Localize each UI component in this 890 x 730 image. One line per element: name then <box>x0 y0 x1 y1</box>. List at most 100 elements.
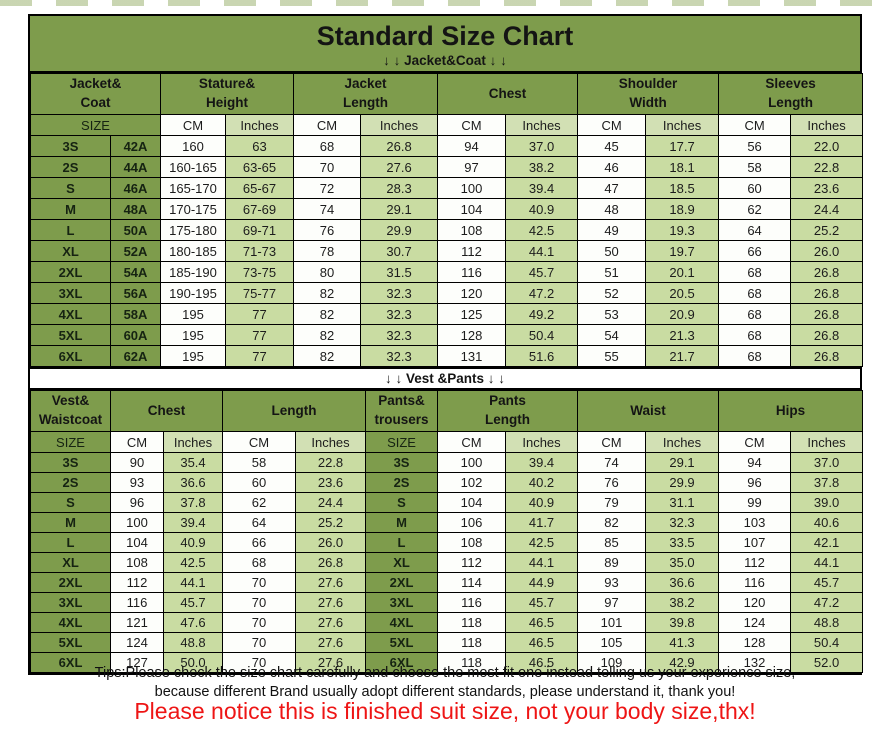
jacket-coat-banner: ↓ ↓ Jacket&Coat ↓ ↓ <box>383 53 507 69</box>
value-cell: 78 <box>293 240 362 263</box>
value-cell: 39.0 <box>790 492 864 514</box>
value-cell: 29.9 <box>645 472 720 494</box>
value-cell: 29.1 <box>360 198 439 221</box>
value-cell: 21.7 <box>645 345 720 368</box>
size-header: SIZE <box>365 431 439 454</box>
value-cell: 33.5 <box>645 532 720 554</box>
size-cell: S <box>30 492 111 514</box>
value-cell: 96 <box>718 472 792 494</box>
value-cell: 27.6 <box>295 652 367 674</box>
vest-group-header-row: Vest& Waistcoat Chest Length Pants& trou… <box>30 390 864 433</box>
value-cell: 20.9 <box>645 303 720 326</box>
size-cell: 3XL <box>30 592 111 614</box>
value-cell: 52.0 <box>790 652 864 674</box>
inches-header: Inches <box>225 114 295 137</box>
size-cell: 44A <box>109 156 162 179</box>
cm-header: CM <box>437 114 507 137</box>
value-cell: 106 <box>437 512 507 534</box>
value-cell: 26.8 <box>790 261 864 284</box>
value-cell: 70 <box>222 592 297 614</box>
value-cell: 21.3 <box>645 324 720 347</box>
value-cell: 70 <box>222 612 297 634</box>
value-cell: 40.6 <box>790 512 864 534</box>
value-cell: 45 <box>577 135 647 158</box>
value-cell: 66 <box>718 240 792 263</box>
size-row: 3S 42A 160 63 68 26.8 94 37.0 45 17.7 56 22.0 <box>30 135 864 158</box>
size-row: 6XL 62A 195 77 82 32.3 131 51.6 55 21.7 68 26.8 <box>30 345 864 368</box>
value-cell: 100 <box>110 512 164 534</box>
value-cell: 20.5 <box>645 282 720 305</box>
value-cell: 68 <box>718 261 792 284</box>
size-cell: S <box>365 492 439 514</box>
inches-header: Inches <box>645 431 720 454</box>
value-cell: 26.8 <box>790 324 864 347</box>
jacket-coat-table: Jacket& Coat Stature& Height Jacket Leng… <box>29 73 864 368</box>
value-cell: 104 <box>437 198 507 221</box>
size-cell: 56A <box>109 282 162 305</box>
size-row: 3XL 56A 190-195 75-77 82 32.3 120 47.2 52 20.5 68 2… <box>30 282 864 305</box>
value-cell: 40.9 <box>505 198 579 221</box>
value-cell: 24.4 <box>295 492 367 514</box>
column-group-length: Length <box>222 390 367 433</box>
value-cell: 17.7 <box>645 135 720 158</box>
size-header: SIZE <box>30 431 111 454</box>
size-row: 3S 90 35.4 58 22.8 3S 100 39.4 74 29.1 94 37.0 <box>30 452 864 474</box>
size-row: L 50A 175-180 69-71 76 29.9 108 42.5 49 19.3 64 25.… <box>30 219 864 242</box>
size-row: 4XL 58A 195 77 82 32.3 125 49.2 53 20.9 68 26.8 <box>30 303 864 326</box>
value-cell: 51 <box>577 261 647 284</box>
value-cell: 42.1 <box>790 532 864 554</box>
size-cell: S <box>30 177 111 200</box>
column-group-vest-waistcoat: Vest& Waistcoat <box>30 390 111 433</box>
size-cell: M <box>365 512 439 534</box>
value-cell: 37.0 <box>505 135 579 158</box>
column-group-sleeves-length: Sleeves Length <box>718 73 864 116</box>
size-cell: 6XL <box>365 652 439 674</box>
size-cell: XL <box>30 240 111 263</box>
value-cell: 22.8 <box>295 452 367 474</box>
value-cell: 71-73 <box>225 240 295 263</box>
inches-header: Inches <box>505 114 579 137</box>
value-cell: 89 <box>577 552 647 574</box>
value-cell: 45.7 <box>505 261 579 284</box>
value-cell: 108 <box>437 532 507 554</box>
size-row: 2XL 112 44.1 70 27.6 2XL 114 44.9 93 36.6 116 45.7 <box>30 572 864 594</box>
value-cell: 175-180 <box>160 219 227 242</box>
value-cell: 18.5 <box>645 177 720 200</box>
value-cell: 160-165 <box>160 156 227 179</box>
size-cell: 3S <box>365 452 439 474</box>
value-cell: 80 <box>293 261 362 284</box>
value-cell: 42.5 <box>162 552 224 574</box>
value-cell: 180-185 <box>160 240 227 263</box>
value-cell: 49.2 <box>505 303 579 326</box>
value-cell: 190-195 <box>160 282 227 305</box>
title-block: Standard Size Chart ↓ ↓ Jacket&Coat ↓ ↓ <box>30 16 860 74</box>
size-row: 3XL 116 45.7 70 27.6 3XL 116 45.7 97 38.2 120 47.2 <box>30 592 864 614</box>
value-cell: 40.9 <box>505 492 579 514</box>
value-cell: 107 <box>718 532 792 554</box>
value-cell: 195 <box>160 303 227 326</box>
value-cell: 36.6 <box>645 572 720 594</box>
value-cell: 128 <box>437 324 507 347</box>
value-cell: 50.0 <box>162 652 224 674</box>
size-chart-frame: Standard Size Chart ↓ ↓ Jacket&Coat ↓ ↓ … <box>28 14 864 676</box>
value-cell: 76 <box>577 472 647 494</box>
value-cell: 29.9 <box>360 219 439 242</box>
cm-header: CM <box>577 431 647 454</box>
value-cell: 27.6 <box>295 632 367 654</box>
value-cell: 77 <box>225 303 295 326</box>
value-cell: 104 <box>437 492 507 514</box>
cm-header: CM <box>293 114 362 137</box>
value-cell: 27.6 <box>360 156 439 179</box>
tips-line-2: because different Brand usually adopt di… <box>154 683 736 700</box>
column-group-pants-length: Pants Length <box>437 390 579 433</box>
value-cell: 47.2 <box>790 592 864 614</box>
size-row: 4XL 121 47.6 70 27.6 4XL 118 46.5 101 39.8 124 48.8 <box>30 612 864 634</box>
value-cell: 102 <box>437 472 507 494</box>
column-group-pants-trousers: Pants& trousers <box>365 390 439 433</box>
value-cell: 39.8 <box>645 612 720 634</box>
value-cell: 58 <box>222 452 297 474</box>
value-cell: 77 <box>225 324 295 347</box>
value-cell: 32.3 <box>645 512 720 534</box>
value-cell: 42.5 <box>505 532 579 554</box>
inches-header: Inches <box>162 431 224 454</box>
